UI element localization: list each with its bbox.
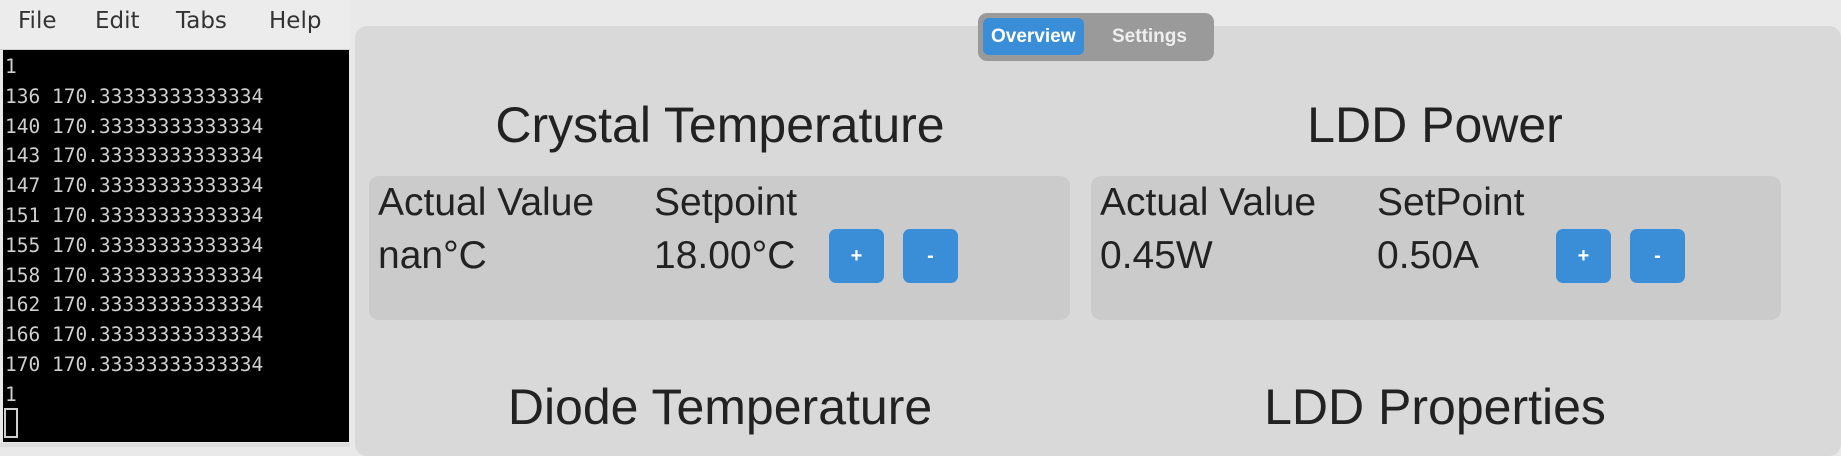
terminal-line: 166 170.33333333333334 (5, 323, 264, 347)
terminal-line: 162 170.33333333333334 (5, 293, 264, 317)
menu-item[interactable]: File (18, 8, 57, 34)
button[interactable]: + (1556, 229, 1611, 283)
menu-bar (0, 0, 350, 50)
button[interactable]: - (1630, 229, 1685, 283)
field-label: Setpoint (654, 181, 798, 224)
terminal-line: 143 170.33333333333334 (5, 144, 264, 168)
field-value: 18.00°C (654, 234, 796, 277)
tab[interactable]: Overview (983, 18, 1084, 55)
tab[interactable]: Settings (1112, 26, 1187, 47)
status-bar (0, 443, 350, 447)
field-value: nan°C (378, 234, 487, 277)
menu-item[interactable]: Edit (95, 8, 140, 34)
menu-item[interactable]: Tabs (176, 8, 227, 34)
field-value: 0.50A (1377, 234, 1479, 277)
terminal-line: 147 170.33333333333334 (5, 174, 264, 198)
terminal-line: 170 170.33333333333334 (5, 353, 264, 376)
section-title: LDD Properties (1264, 379, 1606, 435)
section-title: LDD Power (1307, 97, 1563, 153)
field-label: SetPoint (1377, 181, 1525, 224)
section-title: Crystal Temperature (495, 97, 945, 153)
terminal (3, 50, 349, 442)
terminal-line: 158 170.33333333333334 (5, 263, 264, 287)
terminal-line: 1 (5, 382, 17, 406)
terminal-line: 140 170.33333333333334 (5, 114, 264, 138)
menu-item[interactable]: Help (269, 8, 322, 34)
field-label: Actual Value (378, 181, 595, 224)
terminal-line: 136 170.33333333333334 (5, 84, 264, 108)
section-title: Diode Temperature (507, 379, 933, 435)
field-value: 0.45W (1100, 234, 1213, 277)
button[interactable]: - (903, 229, 958, 283)
button[interactable]: + (829, 229, 884, 283)
terminal-line: 151 170.33333333333334 (5, 204, 264, 227)
cursor (4, 408, 18, 438)
terminal-line: 1 (5, 55, 17, 78)
terminal-line: 155 170.33333333333334 (5, 233, 264, 257)
field-label: Actual Value (1100, 181, 1317, 224)
